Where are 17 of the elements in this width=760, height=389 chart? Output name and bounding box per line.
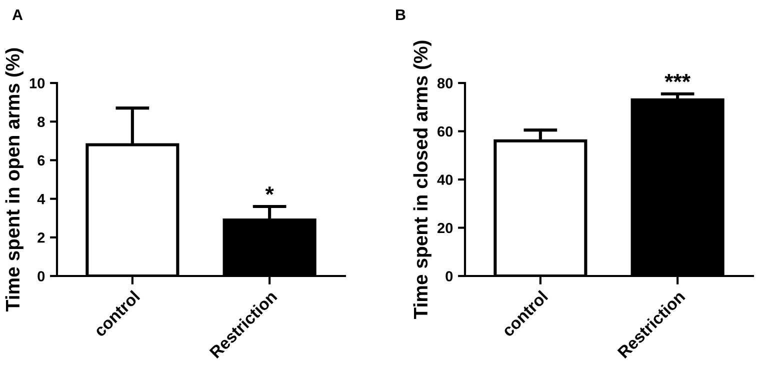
y-tick-label: 8	[38, 116, 45, 128]
annotation: *	[265, 186, 274, 195]
annotation: ***	[664, 74, 691, 82]
y-tick-label: 0	[38, 271, 45, 282]
y-tick-label: 2	[38, 232, 45, 243]
y-tick-label: 80	[437, 78, 453, 88]
y-tick-label: 60	[438, 126, 453, 137]
y-axis-title: Time spent in closed arms (%)	[413, 40, 432, 320]
chart-title: A	[12, 9, 23, 20]
y-tick-label: 4	[37, 194, 46, 204]
y-tick-label: 40	[437, 174, 453, 185]
y-axis-title: Time spent in open arms (%)	[5, 48, 24, 312]
y-tick-label: 0	[446, 271, 453, 282]
y-tick-label: 10	[30, 78, 45, 88]
y-tick-label: 6	[38, 155, 45, 166]
y-tick-label: 20	[437, 222, 453, 234]
chart-title: B	[396, 9, 406, 20]
